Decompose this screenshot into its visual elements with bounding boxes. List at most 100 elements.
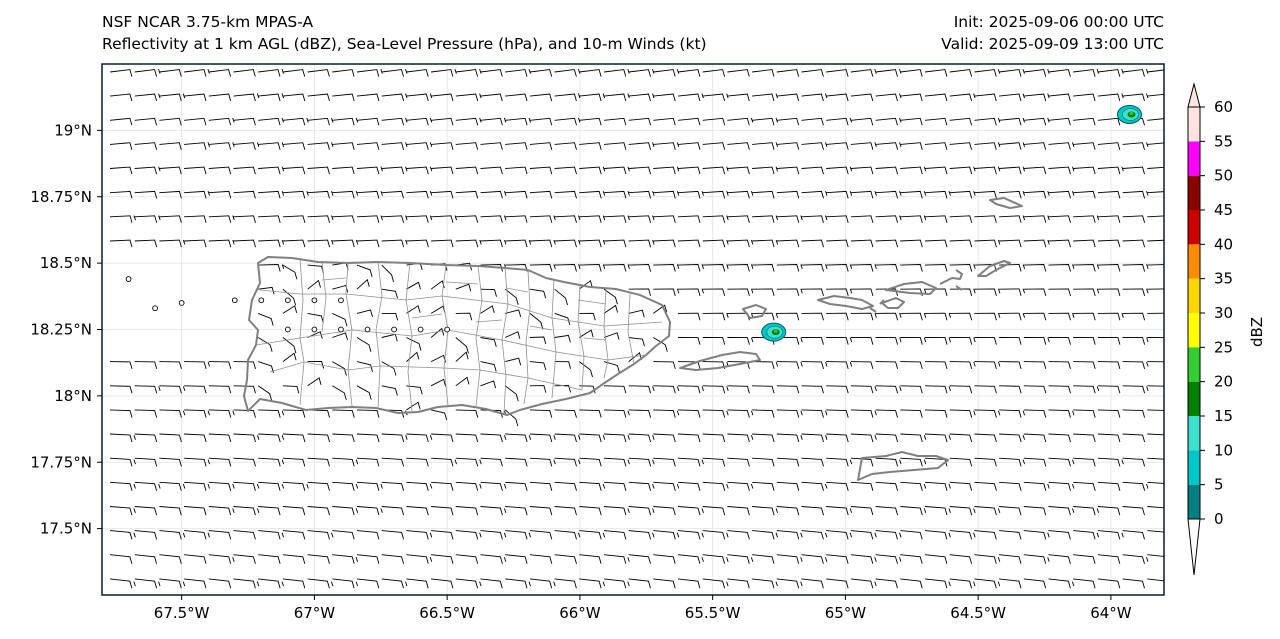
wind-barb xyxy=(677,433,701,443)
wind-barb xyxy=(332,190,355,199)
wind-barb-half xyxy=(750,435,754,440)
wind-barb-half xyxy=(1171,362,1173,367)
wind-barb xyxy=(529,313,544,330)
wind-barb xyxy=(826,506,849,516)
wind-barb xyxy=(406,239,429,248)
wind-barb xyxy=(579,409,602,418)
wind-barb xyxy=(727,578,750,589)
wind-barb-half xyxy=(973,264,976,270)
wind-barb xyxy=(159,481,182,491)
wind-barb xyxy=(1122,481,1146,491)
wind-barb-half xyxy=(997,557,1001,562)
wind-barb-half xyxy=(997,142,1001,147)
st-john-coast xyxy=(881,297,905,309)
wind-barb xyxy=(999,457,1022,467)
wind-barb xyxy=(776,264,800,272)
wind-barb xyxy=(776,142,800,150)
wind-barb xyxy=(826,93,849,102)
wind-barb xyxy=(1073,361,1096,370)
wind-barb-half xyxy=(207,142,210,147)
wind-barb-half xyxy=(503,557,507,562)
wind-barb-half xyxy=(602,435,606,440)
wind-barb xyxy=(431,530,454,540)
wind-barb xyxy=(529,554,553,564)
wind-barb xyxy=(332,385,347,401)
wind-barb xyxy=(949,117,973,126)
wind-barb-half xyxy=(578,215,581,221)
wind-barb xyxy=(1023,530,1047,540)
wind-barb xyxy=(159,93,182,102)
wind-barb-half xyxy=(652,93,655,99)
wind-barb xyxy=(554,361,572,369)
wind-barb xyxy=(677,312,701,321)
wind-barb-half xyxy=(479,239,482,245)
wind-barb-half xyxy=(355,581,359,587)
wind-barb xyxy=(1048,93,1071,102)
wind-barb-half xyxy=(528,581,531,587)
calm-wind-circle xyxy=(285,326,291,333)
wind-barb xyxy=(900,361,923,370)
wind-barb-half xyxy=(232,557,235,562)
wind-barb xyxy=(134,215,158,223)
wind-barb-half xyxy=(923,191,927,196)
wind-barb xyxy=(1023,578,1047,589)
wind-barb-half xyxy=(899,459,902,465)
wind-barb xyxy=(529,166,553,175)
wind-barb-half xyxy=(997,117,1001,123)
wind-barb xyxy=(826,69,849,77)
wind-barb xyxy=(1122,409,1146,418)
wind-barb-half xyxy=(849,117,853,123)
wind-barb xyxy=(1073,142,1096,150)
wind-barb xyxy=(406,337,422,351)
wind-barb xyxy=(826,385,849,394)
wind-barb xyxy=(356,481,380,491)
wind-barb xyxy=(455,142,479,150)
wind-barb xyxy=(455,578,479,589)
wind-barb-half xyxy=(948,313,951,318)
wind-barb xyxy=(381,481,405,491)
wind-barb xyxy=(974,288,997,297)
wind-barb xyxy=(159,190,182,199)
colorbar-tick-label: 55 xyxy=(1214,132,1233,150)
wind-barb xyxy=(406,351,420,362)
wind-barb-half xyxy=(825,264,828,270)
map-title: NSF NCAR 3.75-km MPAS-A xyxy=(102,13,314,31)
wind-barb xyxy=(1073,69,1096,77)
wind-barb xyxy=(974,409,997,418)
wind-barb xyxy=(1097,481,1121,491)
wind-barb xyxy=(924,264,948,272)
wind-barb-half xyxy=(899,557,902,562)
wind-barb xyxy=(727,506,750,516)
wind-barb xyxy=(529,506,553,516)
colorbar-tick-label: 15 xyxy=(1214,407,1233,425)
wind-barb xyxy=(752,457,775,467)
wind-barb-half xyxy=(1022,191,1025,196)
wind-barb-half xyxy=(602,532,606,538)
wind-barb-half xyxy=(899,93,902,99)
wind-barb xyxy=(1023,93,1047,102)
wind-barb-half xyxy=(652,239,655,245)
wind-barb-half xyxy=(874,69,877,74)
wind-barb xyxy=(702,117,726,126)
wind-barb xyxy=(752,481,775,491)
wind-barb xyxy=(974,190,997,199)
wind-barb xyxy=(603,385,627,394)
colorbar-segment xyxy=(1188,484,1200,519)
wind-barb xyxy=(208,481,232,491)
wind-barb-half xyxy=(331,532,334,538)
wind-barb xyxy=(826,215,849,223)
wind-barb xyxy=(826,117,849,126)
wind-barb xyxy=(455,239,479,248)
wind-barb xyxy=(134,506,158,516)
wind-barb xyxy=(184,385,207,394)
wind-barb xyxy=(356,385,372,400)
wind-barb xyxy=(332,332,348,341)
wind-barb xyxy=(356,433,380,443)
wind-barb xyxy=(653,530,676,540)
wind-barb xyxy=(999,93,1022,102)
wind-barb-half xyxy=(602,215,606,221)
wind-barb-half xyxy=(232,215,235,221)
wind-barb xyxy=(184,69,207,77)
wind-barb-half xyxy=(306,117,309,123)
wind-barb-half xyxy=(751,264,754,270)
